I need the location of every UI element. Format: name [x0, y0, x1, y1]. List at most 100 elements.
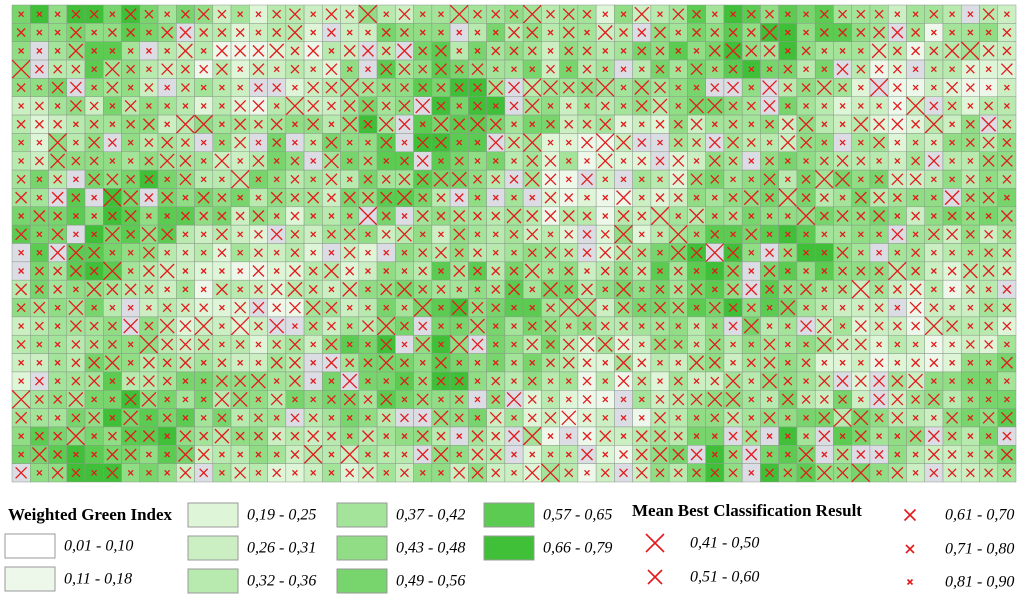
classification-mark	[107, 339, 117, 349]
classification-mark	[237, 66, 244, 73]
classification-mark	[784, 231, 791, 238]
classification-mark	[123, 410, 139, 426]
classification-mark	[346, 66, 353, 73]
classification-mark	[36, 176, 43, 183]
classification-mark	[544, 246, 557, 259]
classification-mark	[18, 11, 25, 18]
classification-mark	[362, 99, 374, 112]
classification-mark	[984, 468, 994, 478]
classification-mark	[798, 116, 814, 132]
classification-mark	[435, 44, 447, 57]
classification-mark	[693, 84, 700, 91]
classification-mark	[177, 447, 193, 462]
classification-mark	[766, 66, 773, 73]
legend-symbol	[903, 508, 917, 522]
classification-mark	[600, 101, 610, 111]
classification-mark	[693, 268, 700, 274]
classification-mark	[599, 246, 612, 259]
classification-mark	[91, 469, 98, 476]
classification-mark	[33, 210, 46, 222]
classification-mark	[418, 193, 428, 203]
classification-mark	[745, 44, 758, 57]
classification-mark	[474, 194, 481, 201]
classification-mark	[142, 430, 155, 443]
classification-mark	[109, 121, 116, 128]
classification-mark	[984, 450, 994, 459]
classification-mark	[984, 321, 994, 331]
classification-mark	[705, 243, 725, 263]
classification-mark	[449, 4, 469, 24]
classification-mark	[161, 136, 174, 149]
classification-mark	[524, 98, 540, 114]
classification-mark	[801, 394, 811, 404]
classification-mark	[104, 61, 120, 77]
classification-mark	[325, 173, 338, 186]
classification-mark	[821, 139, 828, 146]
classification-mark	[145, 29, 152, 36]
classification-mark	[965, 138, 975, 148]
classification-mark	[766, 451, 773, 458]
classification-mark	[675, 29, 682, 36]
classification-mark	[801, 46, 811, 56]
legend-swatch	[187, 568, 239, 594]
classification-mark	[602, 396, 609, 403]
classification-mark	[1000, 154, 1013, 167]
legend-label: 0,01 - 0,10	[64, 538, 133, 555]
classification-mark	[438, 268, 444, 274]
classification-mark	[930, 414, 937, 421]
classification-mark	[967, 29, 974, 36]
classification-mark	[693, 231, 700, 238]
classification-mark	[620, 433, 627, 440]
classification-mark	[654, 81, 666, 94]
classification-mark	[346, 213, 353, 219]
classification-mark	[911, 394, 921, 404]
classification-mark	[180, 64, 190, 74]
classification-mark	[620, 102, 627, 109]
classification-mark	[746, 9, 756, 19]
classification-mark	[179, 26, 192, 39]
classification-mark	[783, 248, 793, 258]
classification-mark	[235, 339, 245, 349]
classification-mark	[929, 358, 939, 368]
classification-mark	[745, 283, 758, 296]
classification-mark	[15, 191, 28, 204]
classification-mark	[602, 176, 609, 183]
classification-mark	[127, 84, 134, 91]
classification-mark	[584, 268, 590, 274]
classification-mark	[345, 358, 355, 368]
classification-mark	[161, 191, 174, 204]
classification-mark	[1002, 431, 1012, 441]
legend-symbol	[647, 569, 663, 585]
classification-mark	[145, 469, 152, 476]
classification-mark	[89, 321, 99, 331]
classification-mark	[255, 29, 262, 36]
classification-mark	[874, 321, 884, 331]
classification-mark	[381, 28, 391, 37]
classification-mark	[346, 323, 353, 330]
classification-mark	[854, 375, 867, 388]
classification-mark	[217, 28, 227, 37]
classification-mark	[326, 321, 336, 331]
classification-mark	[164, 396, 171, 403]
classification-mark	[449, 334, 469, 354]
classification-mark	[252, 44, 265, 57]
classification-mark	[854, 320, 867, 333]
classification-mark	[949, 121, 956, 128]
classification-mark	[15, 228, 28, 241]
classification-mark	[413, 298, 433, 318]
classification-mark	[985, 176, 992, 183]
classification-mark	[508, 136, 520, 149]
classification-mark	[657, 268, 663, 274]
classification-mark	[673, 376, 683, 386]
classification-mark	[453, 466, 466, 479]
classification-mark	[838, 284, 848, 294]
classification-mark	[967, 11, 974, 18]
classification-mark	[456, 451, 463, 458]
classification-mark	[821, 102, 828, 109]
classification-mark	[325, 356, 338, 369]
classification-mark	[418, 46, 428, 56]
classification-mark	[657, 139, 663, 146]
classification-mark	[144, 9, 154, 19]
classification-mark	[784, 176, 791, 183]
classification-mark	[230, 169, 250, 189]
